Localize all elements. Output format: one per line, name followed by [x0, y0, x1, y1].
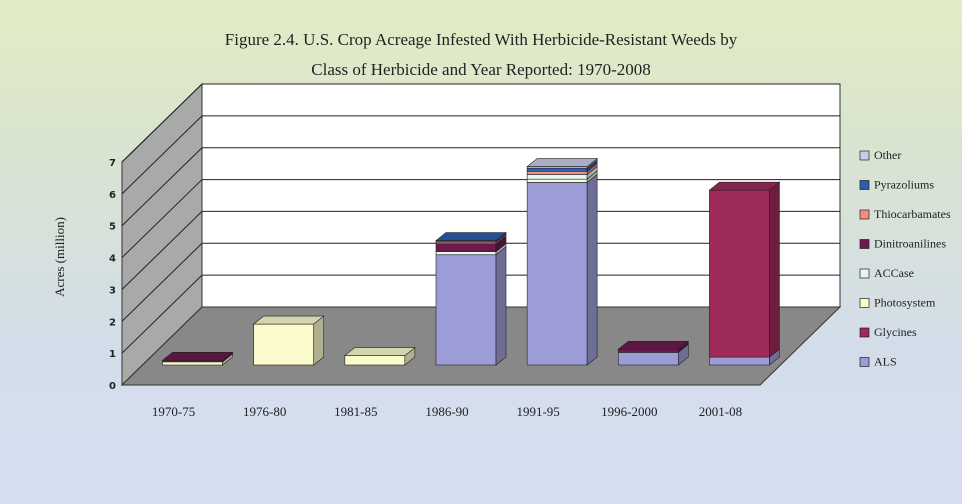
bar-top: [252, 315, 325, 325]
legend-swatch: [859, 298, 870, 308]
legend-item: Glycines: [859, 325, 917, 339]
bar-segment-front: [617, 352, 679, 366]
legend-swatch: [859, 327, 870, 338]
gridline: [121, 242, 840, 322]
bar-segment-side: [313, 315, 325, 366]
x-tick-label: 1996-2000: [601, 404, 657, 419]
bar-stack: [344, 346, 416, 366]
gridline: [121, 179, 840, 258]
legend-swatch: [859, 268, 870, 279]
legend-swatch: [859, 239, 870, 249]
legend-item: ACCase: [859, 266, 914, 280]
legend-label: Other: [874, 148, 901, 162]
legend-label: Photosystem: [874, 296, 936, 310]
y-axis-label: Acres (million): [52, 217, 67, 297]
chart-title-line-1: Figure 2.4. U.S. Crop Acreage Infested W…: [224, 30, 738, 49]
bar-segment-front: [162, 361, 223, 366]
gridline: [121, 115, 840, 195]
bar-segment-front: [435, 243, 497, 252]
chart-gridlines: [121, 83, 840, 354]
bar-segment-side: [769, 181, 780, 358]
bar-segment-front: [435, 254, 497, 366]
legend-swatch: [859, 180, 870, 190]
legend-item: Dinitroanilines: [859, 237, 946, 251]
y-axis-ticks: 0 1 2 3 4 5 6 7: [109, 158, 116, 392]
legend-swatch: [859, 150, 870, 161]
y-tick-label: 5: [109, 222, 116, 233]
legend-label: Thiocarbamates: [874, 207, 951, 221]
legend-item: ALS: [859, 355, 897, 369]
y-tick-label: 1: [109, 349, 116, 360]
bar-segment-front: [253, 323, 315, 366]
legend-swatch: [859, 357, 870, 367]
bar-segment-front: [526, 174, 588, 180]
x-axis-ticks: 1970-75 1976-80 1981-85 1986-90 1991-95 1996-…: [152, 404, 742, 419]
bar-stack: [435, 231, 507, 366]
bar-segment-front: [526, 167, 588, 172]
bar-top: [161, 351, 234, 361]
x-tick-label: 1991-95: [516, 404, 559, 419]
bar-segment-front: [617, 348, 679, 353]
y-tick-label: 6: [109, 190, 116, 201]
bar-segment-front: [435, 251, 497, 256]
bar-top: [435, 232, 507, 241]
legend-item: Other: [859, 148, 901, 162]
chart-title-line-2: Class of Herbicide and Year Reported: 19…: [311, 60, 651, 79]
x-tick-label: 1981-85: [334, 404, 377, 419]
bar-top: [526, 158, 598, 167]
x-tick-label: 1970-75: [152, 404, 195, 419]
bar-segment-side: [586, 173, 598, 366]
gridline: [121, 147, 840, 227]
legend-label: ACCase: [874, 266, 914, 280]
bar-stack: [161, 351, 234, 366]
bar-segment-front: [709, 356, 770, 366]
legend-item: Photosystem: [859, 296, 936, 310]
legend-label: ALS: [874, 355, 897, 369]
bar-stack: [708, 181, 781, 366]
legend-item: Thiocarbamates: [859, 207, 951, 221]
y-tick-label: 0: [109, 381, 116, 392]
chart-bars: [161, 157, 781, 366]
bar-segment-front: [526, 178, 588, 183]
y-tick-label: 4: [109, 254, 116, 265]
y-tick-label: 3: [109, 285, 116, 296]
chart-legend: Other Pyrazoliums Thiocarbamates Dinitroani…: [859, 148, 951, 369]
bar-top: [617, 340, 690, 350]
x-tick-label: 2001-08: [699, 404, 742, 419]
y-tick-label: 7: [109, 158, 116, 169]
legend-label: Dinitroanilines: [874, 237, 946, 251]
gridline: [121, 274, 840, 354]
y-tick-label: 2: [109, 317, 116, 328]
bar-segment-front: [526, 170, 588, 175]
legend-label: Pyrazoliums: [874, 178, 934, 192]
bar-stack: [526, 157, 598, 366]
legend-label: Glycines: [874, 325, 917, 339]
bar-segment-front: [709, 189, 770, 358]
bar-stack: [617, 340, 690, 366]
legend-swatch: [859, 209, 870, 220]
bar-top: [708, 181, 781, 191]
gridline: [121, 210, 840, 290]
bar-top: [344, 347, 416, 356]
bar-segment-front: [344, 355, 406, 366]
gridline: [121, 83, 840, 163]
bar-stack: [252, 315, 325, 366]
x-tick-label: 1986-90: [425, 404, 468, 419]
bar-segment-front: [526, 182, 588, 366]
legend-item: Pyrazoliums: [859, 178, 934, 192]
bar-segment-side: [495, 246, 507, 366]
x-tick-label: 1976-80: [243, 404, 286, 419]
